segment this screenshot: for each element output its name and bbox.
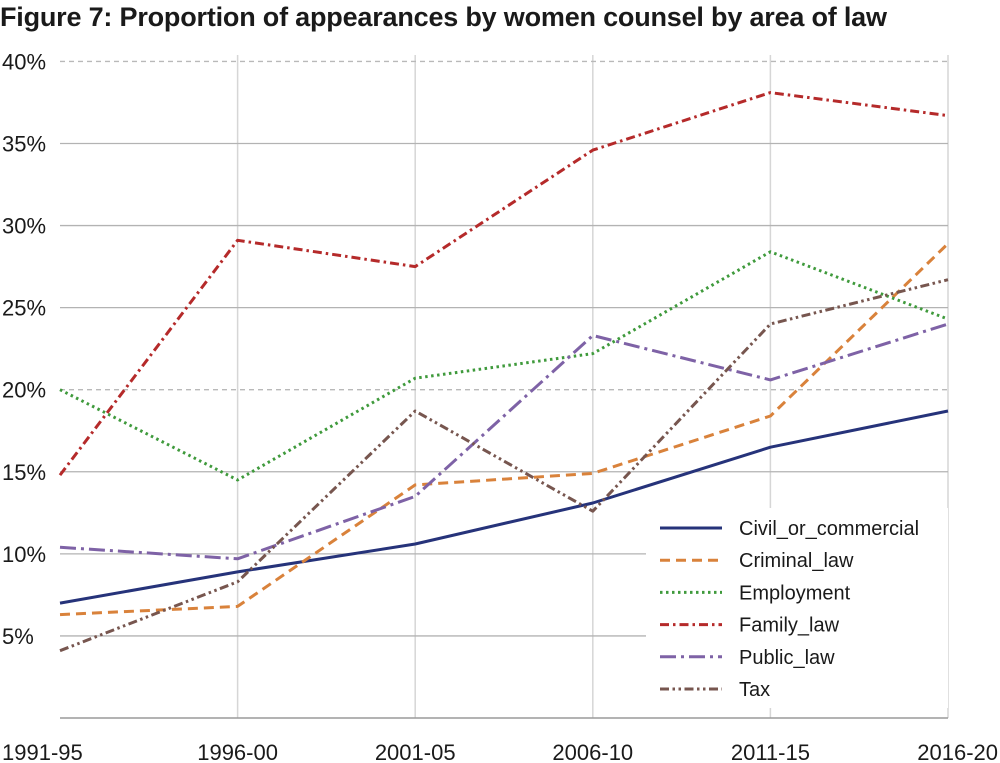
legend-label: Family_law xyxy=(739,615,840,637)
legend: Civil_or_commercial Criminal_law Employmen… xyxy=(646,508,948,708)
legend-label: Tax xyxy=(739,679,770,701)
legend-label: Criminal_law xyxy=(739,550,854,572)
chart-title: Figure 7: Proportion of appearances by w… xyxy=(0,2,887,32)
legend-label: Employment xyxy=(739,582,851,604)
legend-label: Civil_or_commercial xyxy=(739,518,919,540)
legend-background xyxy=(646,508,948,708)
x-tick-label: 1996-00 xyxy=(197,740,278,763)
y-tick-label: 30% xyxy=(2,214,46,239)
y-tick-label: 35% xyxy=(2,131,46,156)
x-tick-label: 2016-20 xyxy=(917,740,998,763)
x-tick-label: 2001-05 xyxy=(375,740,456,763)
y-tick-label: 40% xyxy=(2,49,46,74)
x-tick-label: 2011-15 xyxy=(731,740,810,763)
series-line-public-law xyxy=(59,322,949,561)
y-tick-label: 20% xyxy=(2,378,46,403)
series-line-family-law xyxy=(58,91,949,477)
x-tick-label: 2006-10 xyxy=(552,740,633,763)
series-line-criminal-law xyxy=(59,242,950,617)
grid xyxy=(60,55,949,718)
y-tick-label: 10% xyxy=(2,542,46,567)
y-tick-label: 25% xyxy=(2,296,46,321)
y-tick-label: 5% xyxy=(2,624,34,649)
series-lines xyxy=(58,91,950,653)
x-tick-label: 1991-95 xyxy=(2,740,83,763)
legend-label: Public_law xyxy=(739,647,835,669)
axes: 5% 10% 15% 20% 25% 30% 35% 40% 1991-95 1996-00 200… xyxy=(2,49,998,763)
series-line-civil-or-commercial xyxy=(59,409,949,605)
y-tick-label: 15% xyxy=(2,460,46,485)
series-line-employment xyxy=(59,250,949,482)
